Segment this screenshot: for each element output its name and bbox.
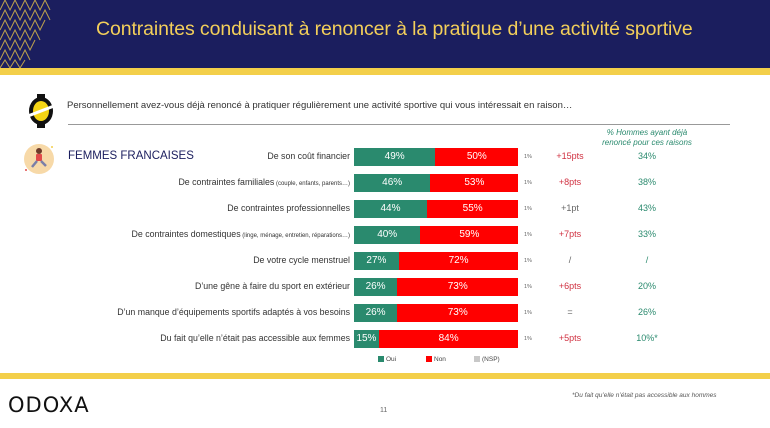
diff-vs-men: +1pt xyxy=(561,203,579,213)
bar-oui: 40% xyxy=(354,226,421,244)
bar-nsp-label: 1% xyxy=(524,206,532,212)
category-label: De contraintes domestiques (linge, ménag… xyxy=(132,229,350,239)
bar-non: 50% xyxy=(435,148,519,166)
legend-swatch-nsp xyxy=(474,356,480,362)
diff-vs-men: +5pts xyxy=(558,333,582,343)
diff-vs-men: = xyxy=(567,307,573,317)
category-label: De contraintes familiales (couple, enfan… xyxy=(178,177,350,187)
men-value: 20% xyxy=(637,281,656,291)
bar-oui: 46% xyxy=(354,174,431,192)
category-label-main: De votre cycle menstruel xyxy=(253,255,350,265)
men-value: 43% xyxy=(637,203,656,213)
herringbone-pattern-icon xyxy=(0,0,51,68)
men-value: 33% xyxy=(637,229,656,239)
legend-label-non: Non xyxy=(434,356,446,363)
bar-non: 53% xyxy=(430,174,519,192)
bar-nsp-label: 1% xyxy=(524,154,532,160)
men-value: 34% xyxy=(637,151,656,161)
legend-item-oui: Oui xyxy=(378,356,396,363)
legend-label-nsp: (NSP) xyxy=(482,356,500,363)
bar-non: 73% xyxy=(397,278,519,296)
woman-running-icon xyxy=(24,144,54,174)
diff-vs-men: +6pts xyxy=(558,281,582,291)
bar-nsp-label: 1% xyxy=(524,258,532,264)
men-value: 38% xyxy=(637,177,656,187)
category-label-main: Du fait qu’elle n’était pas accessible a… xyxy=(160,333,350,343)
footnote: *Du fait qu’elle n’était pas accessible … xyxy=(572,392,717,399)
top-accent-band xyxy=(0,68,770,75)
category-label-main: D’une gêne à faire du sport en extérieur xyxy=(194,281,350,291)
category-label-detail: (linge, ménage, entretien, réparations…) xyxy=(240,233,350,239)
men-value: 10%* xyxy=(636,333,658,343)
bar-oui: 26% xyxy=(354,278,398,296)
bar-non: 55% xyxy=(427,200,519,218)
bar-non: 73% xyxy=(397,304,519,322)
men-value: 26% xyxy=(637,307,656,317)
diff-vs-men: / xyxy=(568,255,572,265)
category-label-main: De contraintes professionnelles xyxy=(227,203,350,213)
category-label-detail: (couple, enfants, parents…) xyxy=(274,181,350,187)
men-column-header: % Hommes ayant déjà renoncé pour ces rai… xyxy=(592,128,702,148)
legend-item-nsp: (NSP) xyxy=(474,356,500,363)
category-label: D’une gêne à faire du sport en extérieur xyxy=(195,281,350,291)
men-value: / xyxy=(645,255,649,265)
diff-vs-men: +8pts xyxy=(558,177,582,187)
group-title: FEMMES FRANCAISES xyxy=(68,150,194,162)
bar-oui: 15% xyxy=(354,330,379,348)
page-title: Contraintes conduisant à renoncer à la p… xyxy=(96,18,693,40)
category-label-main: De contraintes domestiques xyxy=(131,229,241,239)
header-banner: Contraintes conduisant à renoncer à la p… xyxy=(0,0,770,68)
bar-nsp-label: 1% xyxy=(524,180,532,186)
divider xyxy=(68,124,730,125)
category-label-main: De contraintes familiales xyxy=(178,177,275,187)
bottom-accent-band xyxy=(0,373,770,379)
page-number: 11 xyxy=(380,407,388,414)
category-label: D’un manque d’équipements sportifs adapt… xyxy=(117,307,350,317)
category-label: De contraintes professionnelles xyxy=(227,203,350,213)
bar-non: 72% xyxy=(398,252,519,270)
diff-vs-men: +7pts xyxy=(558,229,582,239)
bar-nsp-label: 1% xyxy=(524,310,532,316)
legend-swatch-oui xyxy=(378,356,384,362)
diff-vs-men: +15pts xyxy=(556,151,584,161)
bar-nsp-label: 1% xyxy=(524,336,532,342)
category-label: De son coût financier xyxy=(267,151,350,161)
bar-non: 84% xyxy=(378,330,519,348)
legend-label-oui: Oui xyxy=(386,356,397,363)
odoxa-logo-icon xyxy=(28,94,54,128)
survey-question: Personnellement avez-vous déjà renoncé à… xyxy=(67,100,573,111)
bar-oui: 27% xyxy=(354,252,399,270)
bar-nsp-label: 1% xyxy=(524,232,532,238)
category-label: Du fait qu’elle n’était pas accessible a… xyxy=(160,333,350,343)
category-label-main: De son coût financier xyxy=(267,151,350,161)
bar-oui: 44% xyxy=(354,200,428,218)
legend-swatch-non xyxy=(426,356,432,362)
bar-oui: 49% xyxy=(354,148,436,166)
men-header-line2: renoncé pour ces raisons xyxy=(602,138,692,147)
bar-non: 59% xyxy=(420,226,519,244)
bar-oui: 26% xyxy=(354,304,398,322)
legend-item-non: Non xyxy=(426,356,446,363)
category-label: De votre cycle menstruel xyxy=(253,255,350,265)
bar-nsp-label: 1% xyxy=(524,284,532,290)
men-header-line1: % Hommes ayant déjà xyxy=(606,128,688,137)
category-label-main: D’un manque d’équipements sportifs adapt… xyxy=(117,307,350,317)
odoxa-footer-logo: ODOXA xyxy=(8,393,90,417)
